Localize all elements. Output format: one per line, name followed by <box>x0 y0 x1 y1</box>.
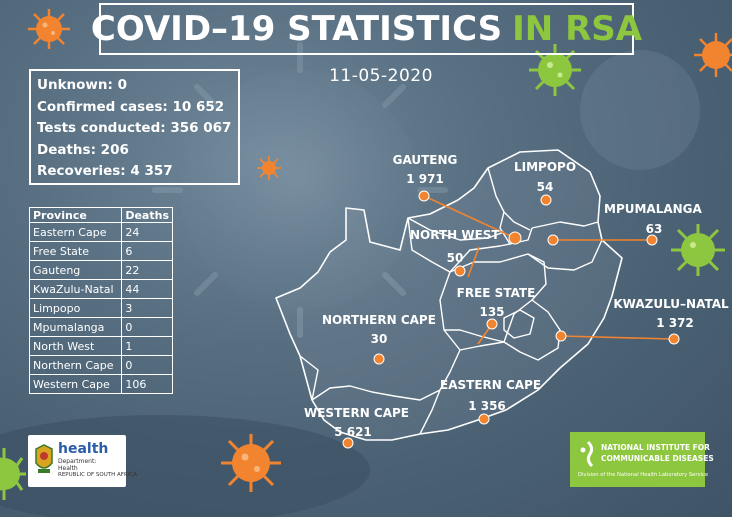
province-cell: North West <box>28 336 123 356</box>
report-date: 11-05-2020 <box>329 66 433 86</box>
gauteng-marker <box>418 190 430 202</box>
nicd-line1: NATIONAL INSTITUTE FOR <box>601 443 710 452</box>
title-highlight: IN RSA <box>512 9 643 49</box>
province-cell: Northern Cape <box>28 355 123 375</box>
table-row: Eastern Cape 24 <box>28 222 173 242</box>
deaths-cell: 1 <box>121 336 173 356</box>
nicd-emblem-icon <box>580 440 594 468</box>
deaths-cell: 3 <box>121 298 173 318</box>
deaths-cell: 106 <box>121 374 173 394</box>
column-header-province: Province <box>28 207 123 223</box>
province-cell: Mpumalanga <box>28 317 123 337</box>
mpumalanga-label-marker <box>646 234 658 246</box>
limpopo-value: 54 <box>536 180 554 194</box>
western-cape-label: WESTERN CAPE <box>304 406 410 420</box>
kwazulu-natal-label-marker <box>668 333 680 345</box>
north-west-value: 50 <box>446 251 464 265</box>
eastern-cape-marker <box>478 413 490 425</box>
virus-icon <box>257 156 281 180</box>
free-state-value: 135 <box>479 305 505 319</box>
northern-cape-label: NORTHERN CAPE <box>322 313 436 327</box>
province-cell: Western Cape <box>28 374 123 394</box>
table-header-row: Province Deaths <box>28 207 173 223</box>
deaths-cell: 24 <box>121 222 173 242</box>
kwazulu-natal-value: 1 372 <box>656 316 694 330</box>
limpopo-label: LIMPOPO <box>513 160 577 174</box>
stat-unknown: Unknown: 0 <box>37 77 128 93</box>
virus-icon <box>694 33 732 77</box>
table-row: Free State 6 <box>28 241 173 261</box>
eastern-cape-value: 1 356 <box>468 399 506 413</box>
virus-icon <box>0 448 26 500</box>
table-row: KwaZulu-Natal 44 <box>28 279 173 299</box>
province-cell: Free State <box>28 241 123 261</box>
province-cell: Eastern Cape <box>28 222 123 242</box>
title-banner: COVID–19 STATISTICS IN RSA <box>91 3 642 55</box>
stat-confirmed-cases: Confirmed cases: 10 652 <box>37 98 225 115</box>
province-cell: KwaZulu-Natal <box>28 279 123 299</box>
limpopo-marker <box>540 194 552 206</box>
stat-deaths: Deaths: 206 <box>37 141 129 158</box>
table-row: Gauteng 22 <box>28 260 173 280</box>
health-logo-word: health <box>58 441 109 457</box>
mpumalanga-value: 63 <box>645 222 663 236</box>
table-row: Northern Cape 0 <box>28 355 173 375</box>
virus-icon <box>671 224 725 276</box>
table-row: North West 1 <box>28 336 173 356</box>
background-virus-icon <box>152 42 448 338</box>
free-state-label: FREE STATE <box>456 286 536 300</box>
kwazulu-natal-label: KWAZULU–NATAL <box>613 297 729 311</box>
coat-of-arms-icon <box>35 444 53 473</box>
mpumalanga-marker <box>547 234 559 246</box>
western-cape-marker <box>342 437 354 449</box>
health-logo-line3: REPUBLIC OF SOUTH AFRICA <box>58 472 137 478</box>
western-cape-value: 5 621 <box>334 425 372 439</box>
virus-icon <box>529 44 581 96</box>
province-cell: Gauteng <box>28 260 123 280</box>
health-department-logo: health Department: Health REPUBLIC OF SO… <box>28 435 137 487</box>
deaths-cell: 0 <box>121 355 173 375</box>
deaths-cell: 0 <box>121 317 173 337</box>
virus-icon <box>28 9 70 49</box>
deaths-cell: 22 <box>121 260 173 280</box>
northern-cape-value: 30 <box>370 332 388 346</box>
table-row: Western Cape 106 <box>28 374 173 394</box>
mpumalanga-label: MPUMALANGA <box>604 202 702 216</box>
province-deaths-table: Province Deaths Eastern Cape 24 Free Stat… <box>28 207 173 394</box>
deaths-cell: 6 <box>121 241 173 261</box>
table-row: Mpumalanga 0 <box>28 317 173 337</box>
virus-icon <box>221 434 281 492</box>
nicd-line2: COMMUNICABLE DISEASES <box>601 454 714 463</box>
title-main: COVID–19 STATISTICS <box>90 9 503 49</box>
stat-recoveries: Recoveries: 4 357 <box>37 163 173 179</box>
north-west-marker <box>454 265 466 277</box>
northern-cape-marker <box>373 353 385 365</box>
free-state-marker <box>486 318 498 330</box>
nicd-logo: NATIONAL INSTITUTE FOR COMMUNICABLE DISE… <box>570 432 714 487</box>
gauteng-label: GAUTENG <box>392 153 458 167</box>
national-stats-box: Unknown: 0 Confirmed cases: 10 652 Tests… <box>29 69 240 185</box>
health-logo-line1: Department: <box>58 458 97 465</box>
column-header-deaths: Deaths <box>121 207 173 223</box>
deaths-cell: 44 <box>121 279 173 299</box>
gauteng-point-marker <box>508 231 522 245</box>
gauteng-value: 1 971 <box>406 172 444 186</box>
nicd-line3: Division of the National Health Laborato… <box>578 472 709 478</box>
stat-tests-conducted: Tests conducted: 356 067 <box>37 120 232 136</box>
table-row: Limpopo 3 <box>28 298 173 318</box>
north-west-label: NORTH WEST <box>410 228 500 242</box>
province-cell: Limpopo <box>28 298 123 318</box>
health-logo-line2: Health <box>58 465 78 472</box>
eastern-cape-label: EASTERN CAPE <box>440 378 542 392</box>
kwazulu-natal-marker <box>555 330 567 342</box>
